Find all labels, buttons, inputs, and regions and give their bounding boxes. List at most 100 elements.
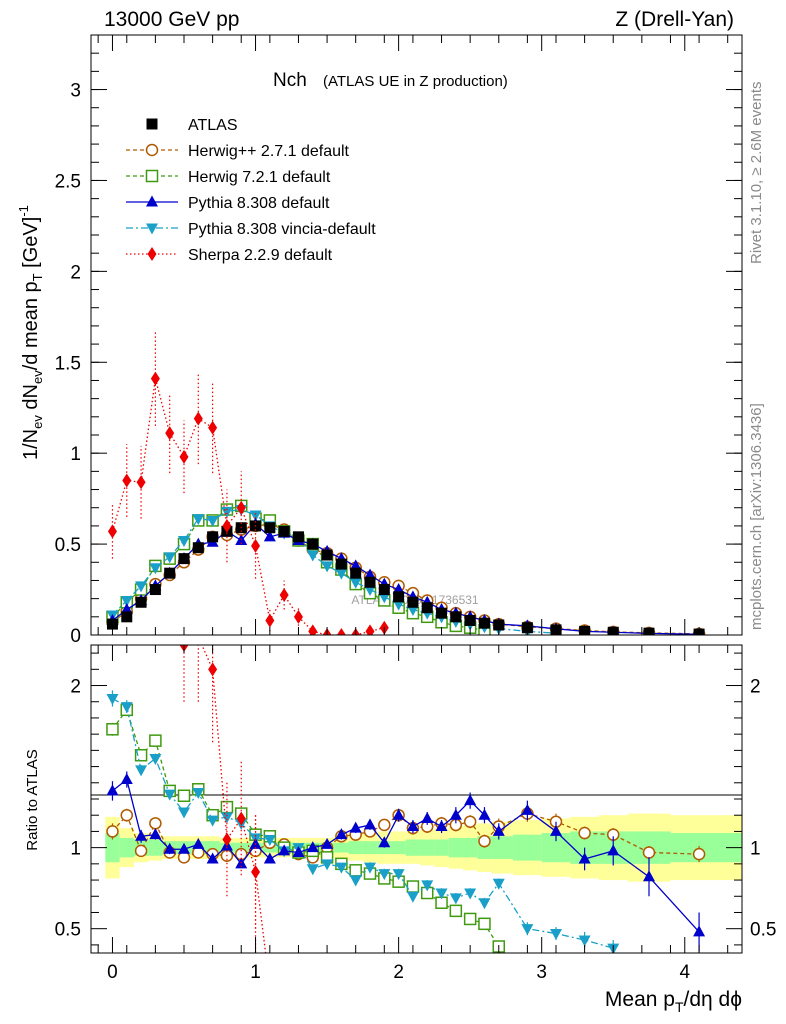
data-point xyxy=(263,530,276,542)
ratio-data-point xyxy=(178,807,190,819)
legend-label: Herwig 7.2.1 default xyxy=(188,169,331,186)
ratio-data-point xyxy=(236,811,246,826)
ratio-data-point xyxy=(406,880,420,893)
ratio-data-point xyxy=(392,808,405,820)
legend-label: Sherpa 2.2.9 default xyxy=(188,247,333,264)
ratio-data-point xyxy=(478,917,491,931)
data-point xyxy=(364,568,376,580)
band-green xyxy=(405,839,421,856)
data-point xyxy=(336,628,346,635)
data-point xyxy=(364,585,376,597)
data-point xyxy=(393,591,405,603)
data-point xyxy=(308,624,318,635)
ratio-data-point xyxy=(251,864,261,879)
legend-item-herwig-2-7-1-default: Herwig++ 2.7.1 default xyxy=(126,143,350,160)
ratio-y-tick-label-left: 2 xyxy=(70,677,81,698)
ratio-line-herwig-7-2-1-default xyxy=(111,708,500,947)
data-point xyxy=(236,500,246,515)
ratio-data-point xyxy=(607,844,620,856)
ratio-data-point xyxy=(206,815,219,827)
ratio-data-point xyxy=(306,864,319,876)
data-point xyxy=(321,549,333,561)
ratio-data-point xyxy=(478,808,491,820)
ratio-data-point xyxy=(392,869,405,881)
y-tick-label: 2 xyxy=(70,262,81,283)
ratio-data-point xyxy=(378,836,391,848)
data-point xyxy=(120,603,133,615)
energy-label: 13000 GeV pp xyxy=(104,8,239,31)
ratio-data-point xyxy=(378,869,391,881)
ratio-data-point xyxy=(349,875,362,887)
ratio-data-point xyxy=(642,846,656,859)
series-sherpa-2-2-9-default xyxy=(107,331,389,635)
data-point xyxy=(306,550,319,562)
y-tick-label: 3 xyxy=(70,81,81,102)
ratio-line-pythia-8-308-default xyxy=(112,778,700,933)
ratio-data-point xyxy=(643,870,655,882)
ratio-data-point xyxy=(149,753,162,765)
ratio-data-point xyxy=(550,824,562,836)
data-point xyxy=(364,576,376,588)
band-green xyxy=(119,837,134,858)
data-point xyxy=(350,567,362,579)
data-point xyxy=(122,473,132,488)
data-point xyxy=(436,607,448,619)
data-point xyxy=(120,595,133,607)
data-point xyxy=(321,561,334,573)
ratio-data-point xyxy=(306,841,319,853)
main-y-axis-label: 1/Nev dNev/d mean pT [GeV]-1 xyxy=(16,205,45,460)
ratio-data-point xyxy=(578,935,591,947)
legend-item-herwig-7-2-1-default: Herwig 7.2.1 default xyxy=(126,169,331,186)
main-y-ticks: 0 0.5 1 1.5 2 2.5 3 xyxy=(55,52,742,647)
data-point xyxy=(222,518,232,533)
ratio-data-point xyxy=(521,803,534,815)
data-point xyxy=(293,609,303,624)
ratio-data-point xyxy=(335,862,348,874)
y-tick-label: 1 xyxy=(70,444,81,465)
data-point xyxy=(165,426,175,441)
data-point xyxy=(493,619,505,631)
plot-subtitle: (ATLAS UE in Z production) xyxy=(323,73,508,90)
data-point xyxy=(335,568,348,580)
ratio-data-point xyxy=(421,811,434,823)
legend-item-pythia-8-308-vincia-default: Pythia 8.308 vincia-default xyxy=(126,221,376,238)
ratio-data-point xyxy=(321,837,334,849)
band-green xyxy=(463,837,478,858)
ratio-series-sherpa-2-2-9-default xyxy=(179,630,267,953)
x-tick-label: 0 xyxy=(107,962,118,983)
data-point xyxy=(163,552,176,564)
ratio-marks xyxy=(106,630,706,953)
data-point xyxy=(292,531,304,543)
data-point xyxy=(178,535,190,547)
data-point xyxy=(335,558,347,570)
data-point xyxy=(107,524,117,539)
x-axis-label: Mean pT/dη dϕ xyxy=(605,988,742,1015)
rivet-version-label: Rivet 3.1.10, ≥ 2.6M events xyxy=(748,82,765,265)
ratio-data-point xyxy=(693,925,706,937)
ratio-data-point xyxy=(220,812,233,824)
data-point xyxy=(392,583,405,595)
band-green xyxy=(105,833,120,863)
legend: ATLAS Herwig++ 2.7.1 default Herwig 7.2.1 … xyxy=(126,117,376,264)
y-tick-label: 2.5 xyxy=(55,171,81,192)
ratio-y-tick-label-right: 1 xyxy=(750,839,761,860)
data-point xyxy=(121,611,133,623)
main-panel: Nch (ATLAS UE in Z production) ATLAS_201… xyxy=(16,34,743,647)
data-point xyxy=(136,475,146,490)
ratio-series-pythia-8-308-default xyxy=(106,771,706,952)
ratio-data-point xyxy=(149,734,162,747)
data-point xyxy=(349,559,362,571)
ratio-data-point xyxy=(194,630,203,644)
data-point xyxy=(378,584,390,596)
data-point xyxy=(164,567,176,579)
ratio-data-point xyxy=(421,880,434,892)
data-point xyxy=(149,563,162,575)
x-tick-label: 1 xyxy=(250,962,261,983)
legend-label: Pythia 8.308 vincia-default xyxy=(188,221,376,238)
legend-marker xyxy=(147,247,157,261)
ratio-data-point xyxy=(208,662,218,677)
legend-marker xyxy=(146,118,158,130)
data-point xyxy=(378,592,391,604)
ratio-data-point xyxy=(120,702,133,714)
ratio-data-point xyxy=(149,828,162,840)
